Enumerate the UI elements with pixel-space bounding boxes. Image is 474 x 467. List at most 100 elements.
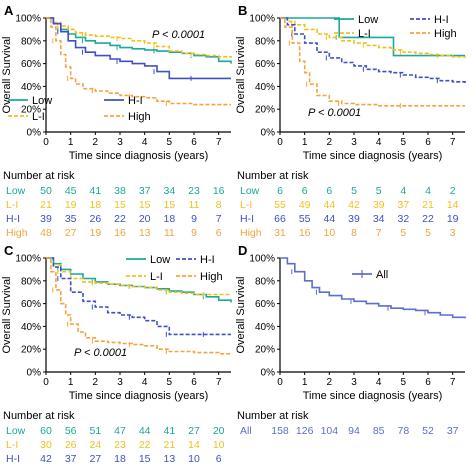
panel-a-risk-value: 27 (65, 227, 77, 239)
panel-c-risk-value: 47 (114, 425, 126, 437)
panel-a-risk-value: 22 (114, 213, 126, 225)
panel-a-risk-value: 34 (163, 185, 175, 197)
panel-c-risk-value: 30 (40, 439, 52, 451)
panel-c-xlabel: Time since diagnosis (years) (69, 390, 209, 402)
panel-b-risk-value: 44 (323, 213, 335, 225)
panel-c-risk-value: 27 (89, 453, 101, 465)
panel-c-risk-value: 23 (114, 439, 126, 451)
panel-b-risk-value: 34 (373, 213, 385, 225)
panel-b-xlabel: Time since diagnosis (years) (303, 150, 443, 162)
panel-c-risk-value: 41 (163, 425, 175, 437)
panel-b-xtick-label: 0 (277, 137, 283, 148)
panel-c-ytick-label: 0% (27, 368, 42, 379)
panel-c-curve-h-i (46, 257, 231, 336)
panel-c-xtick-label: 3 (117, 377, 123, 388)
panel-d-xtick-label: 7 (450, 377, 456, 388)
panel-d-xtick-label: 4 (376, 377, 382, 388)
panel-c-risk-value: 37 (65, 453, 77, 465)
panel-a-risk-value: 16 (114, 227, 126, 239)
panel-a-ytick-label: 80% (21, 36, 41, 47)
panel-d-risk-group-all: All (240, 425, 252, 437)
panel-b-ytick-label: 100% (249, 14, 275, 25)
panel-c-risk-value: 13 (163, 453, 175, 465)
panel-b-risk-value: 4 (400, 185, 406, 197)
panel-c-risk-value: 26 (65, 439, 77, 451)
panel-c-risk-group-low: Low (6, 425, 26, 437)
panel-c-xtick-label: 0 (43, 377, 49, 388)
panel-a-risk-value: 38 (114, 185, 126, 197)
panel-c-ytick-label: 100% (15, 254, 41, 265)
panel-b-curve-h-i (280, 17, 466, 83)
panel-d-ytick-label: 80% (255, 276, 275, 287)
panel-a-risk-group-h-i: H-I (6, 213, 20, 225)
panel-a-risk-value: 6 (216, 227, 222, 239)
panel-a-risk-value: 21 (40, 199, 52, 211)
panel-b-legend-label-high: High (434, 28, 457, 40)
panel-c-legend-label-l-i: L-I (150, 271, 163, 283)
panel-a-risk-value: 11 (164, 227, 175, 239)
panel-a-p-value: P < 0.0001 (152, 29, 205, 41)
panel-b-curve-high (280, 17, 465, 107)
panel-a-risk-value: 8 (216, 199, 222, 211)
panel-d-legend-label-all: All (376, 269, 388, 281)
panel-b-risk-value: 6 (326, 185, 332, 197)
panel-a-curve-high (46, 17, 231, 106)
panel-c-ytick-label: 60% (21, 299, 41, 310)
panel-a-ytick-label: 100% (15, 14, 41, 25)
panel-d-xtick-label: 5 (401, 377, 407, 388)
panel-b-risk-value: 49 (299, 199, 311, 211)
panel-a-risk-group-high: High (6, 227, 28, 239)
panel-c-risk-value: 42 (40, 453, 52, 465)
panel-a-legend-label-high: High (128, 111, 151, 123)
panel-c-risk-value: 18 (114, 453, 126, 465)
panel-b-risk-value: 5 (376, 185, 382, 197)
panel-c-risk-value: 56 (65, 425, 77, 437)
panel-d-risk-value: 85 (373, 425, 385, 437)
panel-b-risk-value: 37 (397, 199, 409, 211)
panel-a-ylabel: Overall Survival (1, 36, 13, 113)
panel-b-risk-value: 55 (299, 213, 311, 225)
panel-a-xtick-label: 1 (68, 137, 74, 148)
panel-a-risk-value: 15 (139, 199, 151, 211)
panel-a-xlabel: Time since diagnosis (years) (69, 150, 209, 162)
panel-b-risk-value: 31 (274, 227, 286, 239)
panel-a-xtick-label: 4 (142, 137, 148, 148)
panel-a-ytick-label: 20% (21, 105, 41, 116)
panel-a-xtick-label: 5 (167, 137, 173, 148)
panel-d-ytick-label: 20% (255, 345, 275, 356)
panel-c-risk-value: 24 (89, 439, 101, 451)
panel-b-risk-value: 44 (323, 199, 335, 211)
panel-c-risk-value: 20 (213, 425, 225, 437)
panel-a-risk-value: 20 (139, 213, 151, 225)
panel-b-risk-value: 32 (397, 213, 409, 225)
panel-b-risk-value: 66 (274, 213, 286, 225)
panel-c-ytick-label: 40% (21, 322, 41, 333)
panel-c-risk-value: 51 (89, 425, 101, 437)
panel-c-risk-value: 27 (188, 425, 200, 437)
panel-b-legend-label-l-i: L-I (358, 28, 371, 40)
panel-a-xtick-label: 3 (117, 137, 123, 148)
panel-a-risk-value: 9 (191, 213, 197, 225)
panel-b-ytick-label: 20% (255, 105, 275, 116)
panel-c-ytick-label: 80% (21, 276, 41, 287)
panel-d-risk-value: 104 (321, 425, 339, 437)
panel-a-ytick-label: 40% (21, 82, 41, 93)
panel-c-p-value: P < 0.0001 (74, 347, 127, 359)
panel-d-ytick-label: 100% (249, 254, 275, 265)
panel-a-risk-value: 41 (89, 185, 101, 197)
panel-d-risk-value: 94 (348, 425, 360, 437)
panel-b-risk-value: 55 (274, 199, 286, 211)
panel-a-risk-value: 23 (188, 185, 200, 197)
panel-b-risk-value: 6 (277, 185, 283, 197)
panel-a-risk-value: 16 (213, 185, 225, 197)
panel-a-risk-value: 26 (89, 213, 101, 225)
panel-b-risk-value: 8 (351, 227, 357, 239)
panel-b-risk-group-low: Low (240, 185, 260, 197)
panel-b-ytick-label: 40% (255, 82, 275, 93)
panel-a-risk-value: 18 (163, 213, 175, 225)
panel-d-risk-value: 126 (296, 425, 314, 437)
panel-d-ytick-label: 60% (255, 299, 275, 310)
panel-c-risk-group-h-i: H-I (6, 453, 20, 465)
panel-b-risk-group-l-i: L-I (240, 199, 252, 211)
